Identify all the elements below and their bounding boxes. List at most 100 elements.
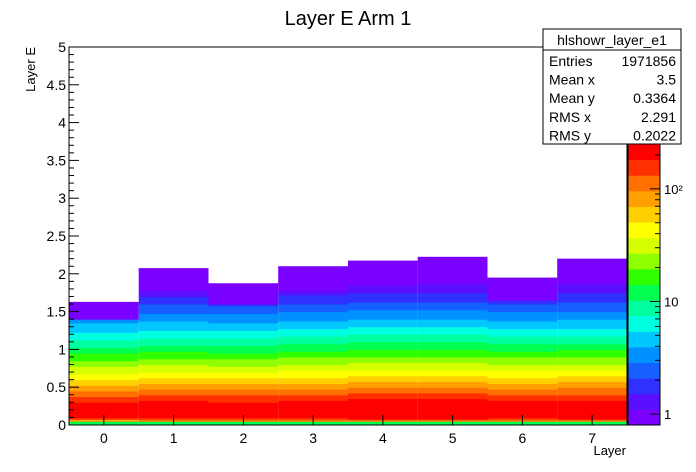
heatmap-cell: [278, 321, 348, 324]
heatmap-cell: [138, 336, 209, 339]
heatmap-cell: [557, 279, 627, 282]
heatmap-cell: [278, 338, 348, 341]
heatmap-cell: [208, 285, 279, 288]
heatmap-cell: [278, 334, 348, 337]
heatmap-cell: [487, 281, 558, 284]
heatmap-cell: [487, 400, 558, 403]
heatmap-cell: [138, 345, 209, 349]
heatmap-cell: [417, 370, 488, 373]
heatmap-cell: [278, 358, 348, 362]
heatmap-cell: [348, 381, 418, 384]
heatmap-cell: [487, 343, 558, 347]
heatmap-cell: [487, 387, 558, 390]
heatmap-cell: [278, 351, 348, 354]
heatmap-cell: [557, 353, 627, 356]
heatmap-cell: [557, 290, 627, 294]
heatmap-cell: [417, 385, 488, 388]
heatmap-cell: [138, 307, 209, 311]
heatmap-cell: [278, 347, 348, 350]
heatmap-cell: [417, 387, 488, 390]
heatmap-cell: [138, 383, 209, 386]
heatmap-cell: [348, 311, 418, 314]
heatmap-cell: [138, 309, 209, 313]
heatmap-cell: [557, 409, 627, 413]
heatmap-cell: [208, 358, 279, 362]
heatmap-cell: [417, 411, 488, 415]
heatmap-cell: [278, 373, 348, 377]
heatmap-cell: [557, 381, 627, 384]
heatmap-cell: [417, 266, 488, 269]
heatmap-cell: [417, 407, 488, 411]
heatmap-cell: [348, 332, 418, 335]
heatmap-cell: [138, 389, 209, 392]
heatmap-cell: [278, 290, 348, 294]
heatmap-cell: [417, 279, 488, 282]
heatmap-cell: [557, 336, 627, 339]
heatmap-cell: [278, 343, 348, 347]
heatmap-cell: [208, 317, 279, 320]
y-axis-label: Layer E: [23, 47, 38, 92]
heatmap-cell: [208, 343, 279, 347]
heatmap-cell: [487, 336, 558, 339]
heatmap-cell: [487, 392, 558, 396]
heatmap-cell: [348, 379, 418, 383]
heatmap-cell: [487, 300, 558, 303]
heatmap-cell: [278, 319, 348, 322]
heatmap-cell: [138, 381, 209, 384]
heatmap-cell: [278, 413, 348, 417]
heatmap-cell: [278, 377, 348, 381]
heatmap-cell: [138, 321, 209, 324]
heatmap-cell: [208, 313, 279, 316]
heatmap-cell: [278, 411, 348, 415]
stats-value: 0.3364: [633, 90, 676, 106]
heatmap-cell: [278, 385, 348, 388]
heatmap-cell: [348, 305, 418, 309]
heatmap-cell: [138, 379, 209, 383]
heatmap-cell: [69, 336, 139, 339]
heatmap-cell: [487, 322, 558, 326]
heatmap-cell: [487, 285, 558, 288]
heatmap-cell: [557, 302, 627, 305]
x-axis-label: Layer: [593, 443, 626, 458]
heatmap-cell: [557, 262, 627, 265]
heatmap-cell: [69, 319, 139, 322]
heatmap-cell: [69, 307, 139, 311]
heatmap-cell: [487, 317, 558, 320]
heatmap-cell: [557, 396, 627, 400]
heatmap-cell: [278, 392, 348, 396]
heatmap-cell: [557, 321, 627, 324]
heatmap-cell: [557, 356, 627, 360]
stats-value: 1971856: [621, 53, 676, 69]
heatmap-cell: [348, 372, 418, 375]
heatmap-cell: [208, 398, 279, 401]
heatmap-cell: [138, 413, 209, 417]
heatmap-cell: [417, 389, 488, 392]
heatmap-cell: [417, 288, 488, 292]
heatmap-cell: [208, 324, 279, 328]
heatmap-cell: [417, 413, 488, 417]
heatmap-cell: [348, 407, 418, 411]
heatmap-cell: [278, 360, 348, 364]
palette-swatch: [628, 346, 660, 364]
heatmap-cell: [417, 285, 488, 288]
stats-value: 2.291: [641, 109, 676, 125]
heatmap-cell: [487, 345, 558, 349]
heatmap-cell: [208, 375, 279, 379]
heatmap-cell: [487, 351, 558, 354]
heatmap-cell: [138, 353, 209, 356]
heatmap-cell: [487, 375, 558, 379]
heatmap-cell: [138, 362, 209, 366]
heatmap-cell: [138, 292, 209, 296]
heatmap-cell: [557, 281, 627, 284]
heatmap-cell: [487, 360, 558, 364]
heatmap-cell: [417, 347, 488, 350]
heatmap-cell: [417, 313, 488, 316]
palette-swatch: [628, 300, 660, 317]
heatmap-cell: [487, 381, 558, 384]
heatmap-cell: [208, 345, 279, 349]
heatmap-cell: [278, 364, 348, 367]
heatmap-cell: [557, 379, 627, 383]
heatmap-cell: [487, 298, 558, 301]
heatmap-cell: [348, 392, 418, 396]
palette-swatch: [628, 144, 660, 161]
